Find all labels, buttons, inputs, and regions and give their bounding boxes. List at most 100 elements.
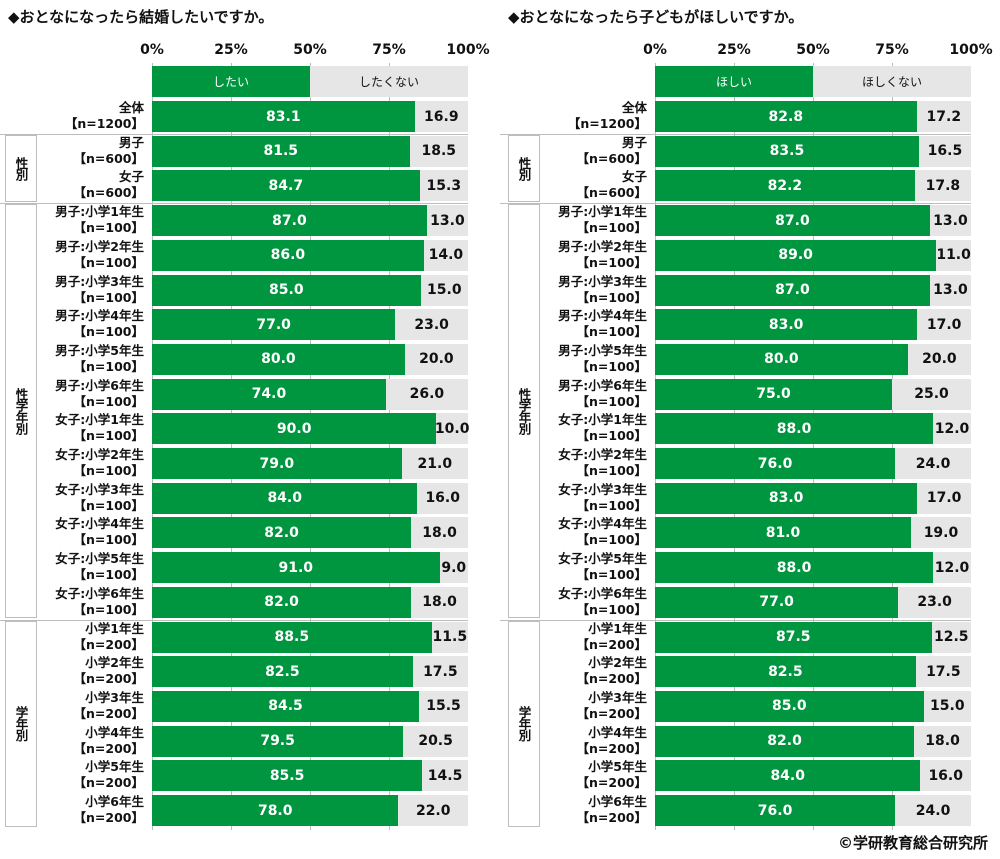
bar-yes: 82.0 (152, 586, 412, 618)
category-label: 女子:小学4年生 【n=100】 (55, 516, 144, 548)
legend-yes: ほしい (655, 66, 813, 97)
bar-no: 12.0 (933, 413, 971, 445)
group-label: 性別 (516, 156, 532, 180)
category-name: 男子:小学2年生 (55, 238, 144, 254)
category-label: 小学4年生 【n=200】 (577, 725, 647, 757)
category-name: 男子:小学5年生 (55, 342, 144, 358)
group-label-box: 性別 (508, 134, 540, 203)
category-label: 男子:小学5年生 【n=100】 (558, 343, 647, 375)
category-label: 小学5年生 【n=200】 (577, 759, 647, 791)
category-name: 男子:小学6年生 (55, 377, 144, 393)
bar-no: 12.5 (931, 621, 971, 653)
bar-yes: 77.0 (152, 309, 396, 341)
category-n: 【n=100】 (73, 497, 144, 513)
bar-row: 79.0 21.0 (152, 448, 468, 479)
category-n: 【n=100】 (73, 254, 144, 270)
bar-yes: 87.0 (655, 274, 930, 306)
category-label: 小学2年生 【n=200】 (74, 655, 144, 687)
group-label-box: 学年別 (508, 620, 540, 827)
gridline (310, 63, 311, 830)
bar-row: 88.5 11.5 (152, 621, 468, 653)
category-label: 女子:小学3年生 【n=100】 (558, 482, 647, 514)
gridline (152, 63, 153, 830)
bar-row: 74.0 26.0 (152, 378, 468, 410)
bar-row: 87.0 13.0 (655, 205, 971, 237)
category-n: 【n=1200】 (64, 116, 144, 131)
category-n: 【n=100】 (576, 220, 647, 236)
legend-row: したい したくない (152, 66, 468, 97)
bar-row: 81.0 19.0 (655, 517, 971, 549)
category-name: 小学1年生 (588, 620, 647, 636)
category-label: 女子:小学5年生 【n=100】 (558, 551, 647, 583)
group-label: 学年別 (13, 706, 29, 741)
bar-yes: 80.0 (152, 343, 405, 375)
bar-yes: 79.0 (152, 448, 402, 479)
category-label: 男子:小学2年生 【n=100】 (558, 239, 647, 271)
group-separator (500, 619, 971, 621)
gridline (892, 63, 893, 830)
category-n: 【n=100】 (576, 324, 647, 340)
group-label: 学年別 (516, 706, 532, 741)
category-label: 女子:小学1年生 【n=100】 (558, 412, 647, 444)
category-name: 男子:小学1年生 (55, 204, 144, 220)
category-n: 【n=100】 (576, 393, 647, 409)
group-label: 性学年別 (516, 388, 532, 435)
bar-row: 85.0 15.0 (152, 274, 468, 306)
category-label: 女子:小学6年生 【n=100】 (55, 586, 144, 618)
category-n: 【n=100】 (576, 601, 647, 617)
category-name: 男子:小学4年生 (55, 308, 144, 324)
category-n: 【n=200】 (73, 810, 144, 825)
category-label: 男子 【n=600】 (577, 135, 647, 167)
plot-area: したい したくない 83.1 16.9 81.5 18.5 84.7 15.3 87.0 13.0… (152, 63, 469, 830)
bar-row: 84.0 16.0 (655, 760, 971, 792)
bar-no: 20.5 (403, 725, 468, 757)
bar-no: 14.0 (423, 239, 468, 271)
bar-yes: 83.1 (152, 101, 415, 132)
bar-yes: 90.0 (152, 413, 437, 445)
category-n: 【n=600】 (576, 185, 647, 201)
bar-row: 84.7 15.3 (152, 170, 468, 202)
x-tick-label: 75% (875, 42, 909, 58)
category-label: 男子:小学3年生 【n=100】 (55, 274, 144, 306)
bar-row: 82.5 17.5 (655, 656, 971, 688)
legend-no: したくない (310, 66, 468, 97)
category-n: 【n=100】 (576, 254, 647, 270)
bar-yes: 86.0 (152, 239, 424, 271)
bar-yes: 82.5 (655, 656, 916, 688)
bar-yes: 75.0 (655, 378, 892, 410)
bar-row: 89.0 11.0 (655, 239, 971, 271)
category-n: 【n=100】 (73, 393, 144, 409)
gridline (734, 63, 735, 830)
bar-row: 82.2 17.8 (655, 170, 971, 202)
category-n: 【n=100】 (73, 324, 144, 340)
bar-no: 17.0 (917, 309, 971, 341)
bar-no: 13.0 (426, 205, 468, 237)
category-name: 男子 (621, 134, 647, 150)
bar-yes: 82.0 (152, 517, 412, 549)
bar-row: 87.5 12.5 (655, 621, 971, 653)
group-label-box: 性学年別 (508, 204, 540, 619)
bar-yes: 82.5 (152, 656, 413, 688)
bar-no: 16.9 (414, 101, 468, 132)
bar-no: 15.5 (419, 690, 468, 722)
bar-no: 19.0 (910, 517, 971, 549)
legend-no: ほしくない (813, 66, 971, 97)
gridline (813, 63, 814, 830)
bar-no: 18.5 (409, 135, 468, 167)
category-label: 小学2年生 【n=200】 (577, 655, 647, 687)
bar-yes: 77.0 (655, 586, 899, 618)
bar-no: 14.5 (422, 760, 468, 792)
bar-row: 82.0 18.0 (152, 517, 468, 549)
category-label: 女子:小学2年生 【n=100】 (55, 447, 144, 479)
bar-no: 17.2 (916, 101, 971, 132)
category-label: 男子:小学5年生 【n=100】 (55, 343, 144, 375)
bar-no: 25.0 (892, 378, 971, 410)
bar-row: 79.5 20.5 (152, 725, 468, 757)
bar-no: 24.0 (895, 795, 971, 826)
category-n: 【n=100】 (73, 428, 144, 444)
bar-row: 77.0 23.0 (152, 309, 468, 341)
category-name: 小学5年生 (588, 759, 647, 775)
bar-yes: 85.0 (152, 274, 421, 306)
legend-row: ほしい ほしくない (655, 66, 971, 97)
bar-no: 11.5 (431, 621, 468, 653)
